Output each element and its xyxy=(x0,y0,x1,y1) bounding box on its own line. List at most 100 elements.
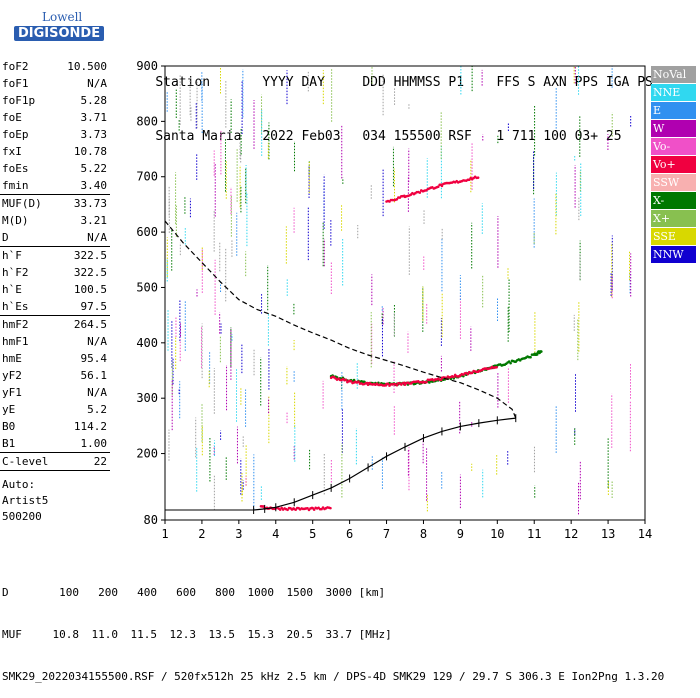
footer-value: 1000 xyxy=(247,586,275,599)
legend-item-vo: Vo+ xyxy=(651,156,696,173)
footer-value: 13.5 xyxy=(208,628,236,641)
echo-point xyxy=(440,184,444,188)
param-separator xyxy=(0,470,110,471)
legend-item-x: X- xyxy=(651,192,696,209)
param-row: h`F 322.5 xyxy=(0,247,110,264)
param-name: h`F2 xyxy=(2,266,29,279)
param-name: M(D) xyxy=(2,214,29,227)
echo-point xyxy=(395,198,399,201)
param-value: 10.500 xyxy=(67,60,107,73)
lowell-digisonde-logo: Lowell DIGISONDE xyxy=(4,6,114,48)
x-tick-label: 4 xyxy=(272,527,279,541)
param-name: fxI xyxy=(2,145,22,158)
x-tick-label: 8 xyxy=(420,527,427,541)
x-tick-label: 3 xyxy=(235,527,242,541)
echo-traces xyxy=(259,175,543,512)
echo-point xyxy=(349,379,353,383)
footer-value: 400 xyxy=(137,586,157,599)
profile-curves xyxy=(164,220,517,515)
param-value: 322.5 xyxy=(73,266,107,279)
noise-traces xyxy=(166,66,632,515)
param-value: 114.2 xyxy=(73,420,107,433)
echo-trace xyxy=(385,175,480,203)
legend-item-nne: NNE xyxy=(651,84,696,101)
param-value: 1.00 xyxy=(80,437,108,450)
header-value-date: 2022 Feb03 xyxy=(262,129,341,144)
param-separator xyxy=(0,315,110,316)
param-row: yF2 56.1 xyxy=(0,367,110,384)
footer-value: 11.0 xyxy=(91,628,119,641)
param-value: 3.21 xyxy=(80,214,108,227)
param-value: 56.1 xyxy=(80,369,108,382)
x-tick-label: 14 xyxy=(638,527,652,541)
param-name: D xyxy=(2,231,9,244)
legend-item-noval: NoVal xyxy=(651,66,696,83)
header-value-time: 034 155500 RSF xyxy=(362,129,472,144)
param-row: hmE 95.4 xyxy=(0,350,110,367)
footer-value: 100 xyxy=(59,586,79,599)
y-tick-label: 500 xyxy=(136,280,158,294)
y-tick-label: 400 xyxy=(136,336,158,350)
legend-item-x: X+ xyxy=(651,210,696,227)
param-name: hmF2 xyxy=(2,318,29,331)
param-name: hmE xyxy=(2,352,22,365)
footer-value: 15.3 xyxy=(247,628,275,641)
footer-muf-row: MUF 10.8 11.0 11.5 12.3 13.5 15.3 20.5 33.7 [MHz… xyxy=(2,628,664,642)
echo-point xyxy=(439,378,443,382)
param-value: 264.5 xyxy=(73,318,107,331)
echo-trace xyxy=(329,365,498,387)
y-tick-label: 900 xyxy=(136,59,158,73)
param-separator xyxy=(0,246,110,247)
x-tick-label: 7 xyxy=(383,527,390,541)
header-label-date: YYYY DAY xyxy=(262,75,325,90)
echo-point xyxy=(540,350,543,353)
autoscaling-note: 500200 xyxy=(2,510,42,523)
x-tick-label: 12 xyxy=(564,527,578,541)
param-row: D N/A xyxy=(0,229,110,246)
x-tick-label: 13 xyxy=(601,527,615,541)
param-row: fmin 3.40 xyxy=(0,177,110,194)
y-tick-label: 800 xyxy=(136,114,158,128)
param-value: N/A xyxy=(87,77,107,90)
param-separator xyxy=(0,452,110,453)
param-row: MUF(D) 33.73 xyxy=(0,195,110,212)
footer-value: 10.8 xyxy=(52,628,80,641)
plot-frame xyxy=(164,65,646,521)
param-name: h`Es xyxy=(2,300,29,313)
legend-item-sse: SSE xyxy=(651,228,696,245)
param-row: yE 5.2 xyxy=(0,401,110,418)
x-tick-label: 6 xyxy=(346,527,353,541)
param-row: foEp 3.73 xyxy=(0,126,110,143)
echo-point xyxy=(366,383,370,386)
x-tick-label: 11 xyxy=(527,527,541,541)
param-row: foEs 5.22 xyxy=(0,160,110,177)
polarization-legend: NoVal NNE E W Vo- Vo+ SSW X- X+ SSE NNW xyxy=(651,66,696,264)
legend-item-nnw: NNW xyxy=(651,246,696,263)
footer-value: 11.5 xyxy=(130,628,158,641)
param-row: C-level 22 xyxy=(0,453,110,470)
echo-point xyxy=(452,375,456,379)
echo-point xyxy=(529,355,532,359)
param-name: foEp xyxy=(2,128,29,141)
y-tick-label: 700 xyxy=(136,170,158,184)
param-row: hmF1 N/A xyxy=(0,333,110,350)
footer-file-info: SMK29_2022034155500.RSF / 520fx512h 25 k… xyxy=(2,670,665,683)
param-row: hmF2 264.5 xyxy=(0,316,110,333)
param-name: hmF1 xyxy=(2,335,29,348)
header-label-params: FFS S AXN PPS IGA PS xyxy=(496,75,653,90)
autoscaling-note: Auto: xyxy=(2,478,36,491)
true-height-profile xyxy=(253,417,516,511)
echo-point xyxy=(509,361,512,365)
param-name: yF2 xyxy=(2,369,22,382)
x-tick-label: 9 xyxy=(457,527,464,541)
legend-item-w: W xyxy=(651,120,696,137)
footer-value: 12.3 xyxy=(169,628,197,641)
param-row: foF1 N/A xyxy=(0,75,110,92)
footer-value: 3000 xyxy=(325,586,353,599)
footer-muf-values: 10.8 11.0 11.5 12.3 13.5 15.3 20.5 33.7 xyxy=(40,628,359,641)
param-row: h`Es 97.5 xyxy=(0,298,110,315)
param-row: B0 114.2 xyxy=(0,418,110,435)
param-name: B1 xyxy=(2,437,16,450)
param-value: 5.2 xyxy=(87,403,107,416)
echo-point xyxy=(352,378,356,382)
